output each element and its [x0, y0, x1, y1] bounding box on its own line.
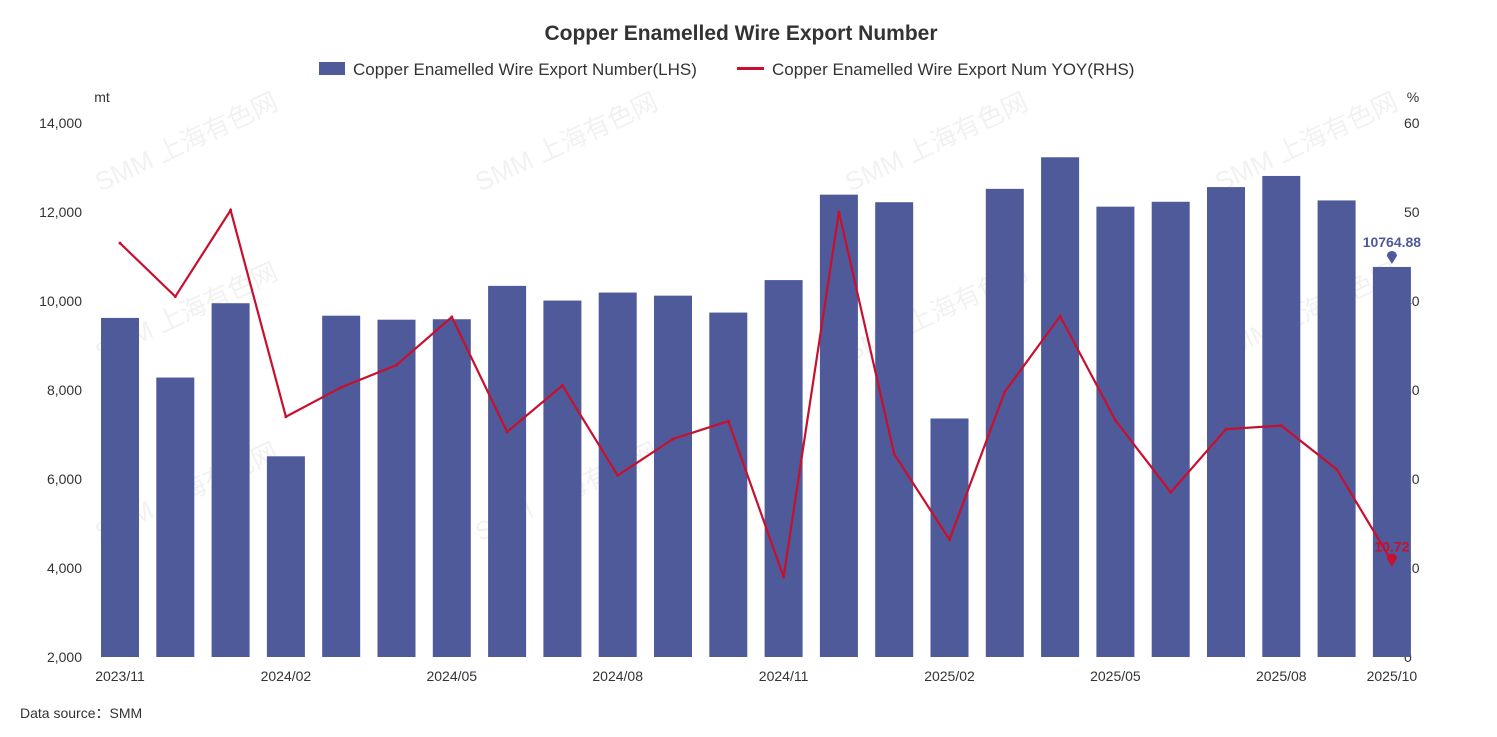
- bar[interactable]: [654, 295, 692, 657]
- line-point[interactable]: [505, 430, 509, 434]
- line-point[interactable]: [118, 241, 122, 245]
- line-point[interactable]: [892, 452, 896, 456]
- legend-bar-swatch: [319, 62, 345, 75]
- watermark-text: SMM 上海有色网: [840, 86, 1032, 197]
- bars: [101, 157, 1411, 658]
- left-tick-label: 12,000: [39, 204, 82, 220]
- x-tick-label: 2024/02: [261, 668, 312, 684]
- bar[interactable]: [156, 377, 195, 657]
- bar[interactable]: [764, 280, 803, 657]
- left-tick-label: 2,000: [47, 649, 82, 665]
- left-tick-label: 14,000: [39, 115, 82, 131]
- left-tick-label: 10,000: [39, 293, 82, 309]
- left-axis-unit: mt: [94, 89, 110, 105]
- line-point[interactable]: [1003, 390, 1007, 394]
- left-tick-label: 8,000: [47, 382, 82, 398]
- right-axis-unit: %: [1407, 89, 1419, 105]
- legend-line-label: Copper Enamelled Wire Export Num YOY(RHS…: [772, 60, 1134, 79]
- bar[interactable]: [377, 319, 416, 657]
- x-tick-label: 2023/11: [95, 668, 145, 684]
- line-point[interactable]: [173, 295, 177, 299]
- right-tick-label: 60: [1404, 115, 1420, 131]
- x-tick-label: 2024/05: [426, 668, 477, 684]
- right-tick-label: 50: [1404, 204, 1420, 220]
- bar[interactable]: [322, 315, 361, 657]
- bar[interactable]: [1151, 201, 1190, 657]
- line-point[interactable]: [229, 208, 233, 212]
- x-tick-label: 2024/11: [759, 668, 809, 684]
- watermark-text: SMM 上海有色网: [90, 86, 282, 197]
- line-point[interactable]: [1335, 467, 1339, 471]
- left-tick-label: 4,000: [47, 560, 82, 576]
- watermark-text: SMM 上海有色网: [470, 86, 662, 197]
- bar[interactable]: [819, 194, 858, 657]
- data-labels: 10764.88 10.72: [1363, 234, 1422, 567]
- line-point[interactable]: [1169, 490, 1173, 494]
- bar[interactable]: [1317, 200, 1356, 657]
- bar[interactable]: [266, 456, 305, 657]
- bar-value-marker: [1386, 250, 1397, 264]
- bar[interactable]: [1262, 175, 1301, 657]
- x-tick-label: 2025/10: [1367, 668, 1418, 684]
- line-point[interactable]: [395, 363, 398, 367]
- bar[interactable]: [488, 285, 527, 657]
- x-axis-ticks: 2023/11 2024/02 2024/05 2024/08 2024/11 2025/…: [95, 668, 1417, 684]
- bar[interactable]: [985, 188, 1024, 658]
- line-value-label: 10.72: [1374, 539, 1409, 555]
- watermark-text: SMM 上海有色网: [1210, 86, 1402, 197]
- line-point[interactable]: [450, 315, 454, 319]
- bar[interactable]: [1207, 187, 1245, 657]
- line-point[interactable]: [671, 437, 675, 441]
- bar[interactable]: [211, 303, 250, 657]
- bar[interactable]: [875, 202, 914, 657]
- legend: Copper Enamelled Wire Export Number(LHS)…: [319, 60, 1134, 79]
- bar[interactable]: [101, 317, 139, 657]
- line-point[interactable]: [560, 384, 564, 388]
- x-tick-label: 2024/08: [592, 668, 643, 684]
- bar[interactable]: [432, 319, 471, 657]
- chart-title: Copper Enamelled Wire Export Number: [544, 22, 937, 45]
- legend-bar-label: Copper Enamelled Wire Export Number(LHS): [353, 60, 697, 79]
- x-tick-label: 2025/05: [1090, 668, 1141, 684]
- bar[interactable]: [1096, 206, 1135, 657]
- legend-item-line[interactable]: Copper Enamelled Wire Export Num YOY(RHS…: [737, 60, 1134, 79]
- yoy-polyline[interactable]: [119, 207, 1393, 578]
- data-source: Data source：SMM: [20, 705, 142, 721]
- line-point[interactable]: [782, 575, 786, 579]
- bar[interactable]: [709, 312, 748, 657]
- line-point[interactable]: [284, 415, 288, 419]
- bar[interactable]: [543, 300, 582, 657]
- left-axis-ticks: 2,000 4,000 6,000 8,000 10,000 12,000 14,000: [39, 115, 82, 665]
- line-point[interactable]: [616, 473, 620, 477]
- line-point[interactable]: [948, 538, 951, 542]
- line-point[interactable]: [1279, 424, 1283, 428]
- line-point[interactable]: [339, 385, 343, 389]
- bar-value-label: 10764.88: [1363, 234, 1422, 250]
- line-point[interactable]: [1224, 427, 1228, 431]
- bar[interactable]: [1041, 157, 1080, 657]
- yoy-line: [118, 207, 1394, 579]
- line-point[interactable]: [1058, 314, 1062, 318]
- left-tick-label: 6,000: [47, 471, 82, 487]
- line-point[interactable]: [1113, 418, 1117, 422]
- bar[interactable]: [1372, 266, 1411, 657]
- x-tick-label: 2025/02: [924, 668, 975, 684]
- x-tick-label: 2025/08: [1256, 668, 1307, 684]
- line-value-marker: [1386, 553, 1397, 567]
- line-point[interactable]: [726, 419, 730, 423]
- line-point[interactable]: [837, 210, 841, 214]
- legend-item-bar[interactable]: Copper Enamelled Wire Export Number(LHS): [319, 60, 697, 79]
